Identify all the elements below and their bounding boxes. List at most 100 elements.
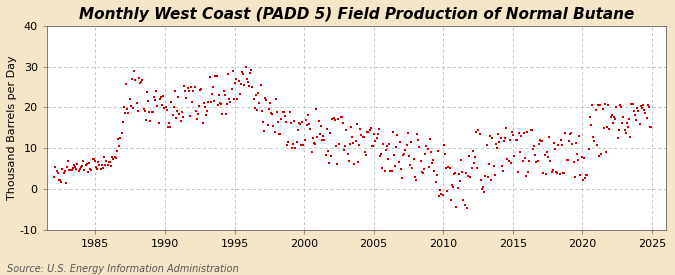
Point [547, 168, 558, 172]
Point [198, 101, 209, 105]
Point [451, 205, 462, 209]
Point [409, 175, 420, 179]
Point [551, 170, 562, 174]
Point [245, 70, 256, 75]
Point [593, 103, 603, 108]
Point [506, 161, 516, 165]
Point [312, 135, 323, 139]
Point [560, 130, 571, 135]
Point [106, 164, 117, 169]
Point [139, 108, 150, 113]
Point [137, 78, 148, 82]
Point [415, 159, 426, 163]
Point [331, 162, 342, 166]
Point [618, 115, 629, 120]
Point [504, 138, 515, 142]
Point [497, 169, 508, 174]
Point [417, 171, 428, 175]
Point [197, 121, 208, 126]
Point [539, 152, 550, 157]
Point [434, 194, 445, 199]
Point [466, 166, 477, 170]
Point [491, 145, 502, 150]
Point [196, 86, 207, 91]
Point [168, 105, 179, 109]
Point [124, 97, 135, 101]
Point [294, 120, 304, 125]
Point [336, 115, 347, 120]
Point [559, 171, 570, 175]
Point [568, 160, 579, 165]
Point [523, 170, 534, 175]
Point [101, 158, 112, 163]
Point [529, 144, 539, 148]
Point [298, 142, 309, 147]
Point [387, 130, 398, 135]
Point [200, 104, 211, 109]
Point [643, 103, 653, 107]
Point [518, 131, 529, 135]
Point [357, 135, 368, 139]
Point [400, 147, 411, 152]
Point [163, 125, 173, 129]
Point [531, 160, 542, 165]
Point [399, 152, 410, 156]
Point [418, 166, 429, 171]
Point [158, 94, 169, 99]
Point [227, 69, 238, 73]
Point [134, 76, 144, 81]
Point [70, 164, 80, 169]
Point [258, 120, 269, 124]
Point [286, 121, 296, 126]
Point [616, 105, 626, 110]
Point [55, 178, 65, 183]
Point [211, 74, 222, 79]
Point [378, 142, 389, 147]
Point [207, 92, 217, 97]
Point [57, 167, 68, 171]
Point [425, 137, 435, 141]
Point [543, 155, 554, 159]
Point [561, 158, 572, 162]
Point [406, 140, 416, 144]
Point [87, 157, 98, 161]
Point [389, 153, 400, 157]
Point [273, 120, 284, 125]
Point [224, 97, 235, 101]
Point [241, 77, 252, 81]
Point [456, 158, 466, 163]
Point [184, 114, 195, 118]
Point [625, 135, 636, 139]
Point [344, 159, 354, 163]
Point [80, 163, 91, 167]
Point [641, 116, 652, 120]
Point [53, 171, 63, 175]
Y-axis label: Thousand Barrels per Day: Thousand Barrels per Day [7, 56, 17, 200]
Point [155, 97, 165, 101]
Point [442, 189, 453, 193]
Point [308, 141, 319, 145]
Point [305, 126, 316, 131]
Point [508, 133, 518, 137]
Point [334, 141, 345, 146]
Point [123, 111, 134, 115]
Point [581, 173, 592, 177]
Point [630, 112, 641, 117]
Point [202, 109, 213, 113]
Point [535, 138, 545, 142]
Point [404, 153, 414, 158]
Point [317, 138, 327, 142]
Point [538, 170, 549, 175]
Point [348, 141, 358, 145]
Point [500, 136, 510, 140]
Point [472, 166, 483, 170]
Point [449, 172, 460, 177]
Point [247, 84, 258, 89]
Point [153, 121, 164, 125]
Point [365, 125, 376, 130]
Point [369, 131, 379, 136]
Point [452, 186, 463, 190]
Point [128, 106, 138, 111]
Point [90, 165, 101, 169]
Point [99, 155, 109, 160]
